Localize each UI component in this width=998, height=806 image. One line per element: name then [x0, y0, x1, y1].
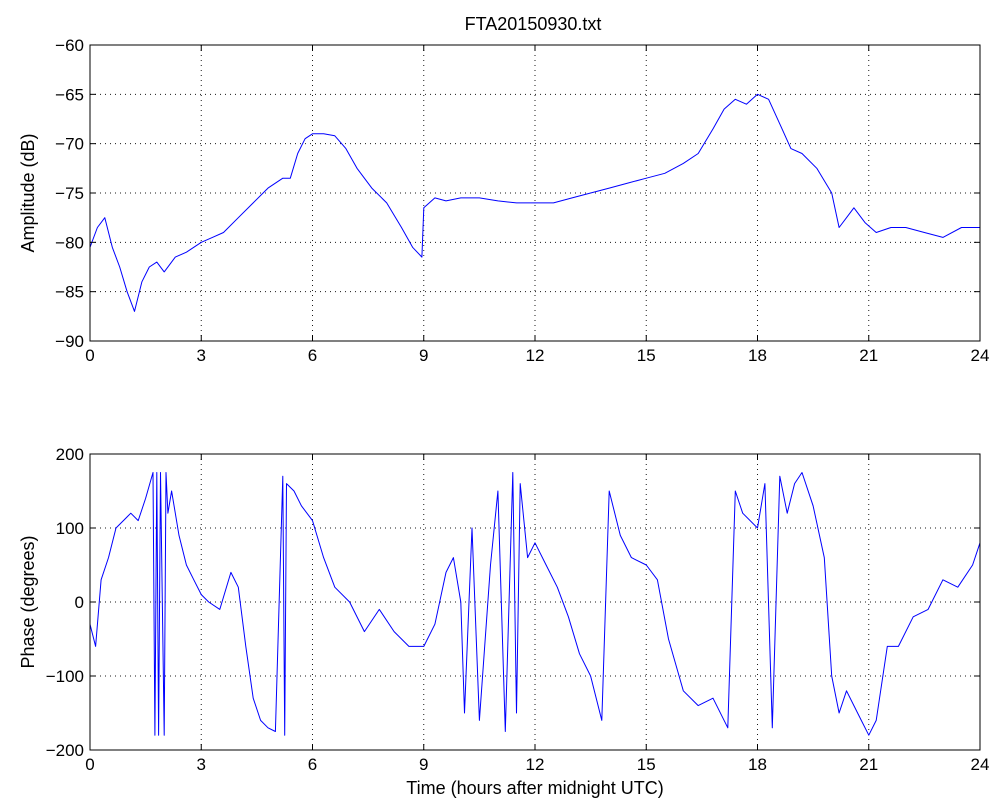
phase-x-tick-label-7: 21: [859, 755, 878, 774]
amplitude-x-tick-label-3: 9: [419, 346, 428, 365]
amplitude-x-tick-label-0: 0: [85, 346, 94, 365]
amplitude-y-tick-label-2: −80: [55, 233, 84, 252]
amplitude-y-tick-label-4: −70: [55, 135, 84, 154]
phase-x-tick-label-3: 9: [419, 755, 428, 774]
phase-y-tick-label-0: −200: [46, 741, 84, 760]
phase-y-axis-title: Phase (degrees): [18, 535, 38, 668]
phase-y-tick-label-4: 200: [56, 445, 84, 464]
amplitude-x-tick-label-6: 18: [748, 346, 767, 365]
amplitude-chart: 0 3 6 9 12 15 18 21 24 −90 −85 −80 −75 −70 −65 −60 Ampli…: [18, 36, 989, 365]
amplitude-x-tick-label-8: 24: [971, 346, 990, 365]
phase-x-tick-label-0: 0: [85, 755, 94, 774]
amplitude-y-tick-label-3: −75: [55, 184, 84, 203]
amplitude-x-tick-label-5: 15: [637, 346, 656, 365]
phase-y-tick-label-1: −100: [46, 667, 84, 686]
phase-x-tick-label-5: 15: [637, 755, 656, 774]
amplitude-y-tick-label-1: −85: [55, 283, 84, 302]
figure-title: FTA20150930.txt: [465, 14, 602, 34]
amplitude-y-tick-label-6: −60: [55, 36, 84, 55]
phase-series-line-0: [89, 472, 981, 736]
phase-x-tick-label-2: 6: [308, 755, 317, 774]
phase-x-tick-label-1: 3: [197, 755, 206, 774]
phase-x-tick-label-8: 24: [971, 755, 990, 774]
phase-chart: 0 3 6 9 12 15 18 21 24 −200 −100 0 100 200 Phase (degr…: [18, 445, 989, 798]
phase-x-tick-label-4: 12: [526, 755, 545, 774]
amplitude-y-tick-label-5: −65: [55, 85, 84, 104]
amplitude-x-tick-label-1: 3: [197, 346, 206, 365]
amplitude-y-axis-title: Amplitude (dB): [18, 133, 38, 252]
amplitude-y-tick-label-0: −90: [55, 332, 84, 351]
phase-x-axis-title: Time (hours after midnight UTC): [406, 778, 663, 798]
phase-y-tick-label-2: 0: [75, 593, 84, 612]
amplitude-x-tick-label-4: 12: [526, 346, 545, 365]
phase-x-tick-label-6: 18: [748, 755, 767, 774]
phase-y-tick-label-3: 100: [56, 519, 84, 538]
amplitude-x-tick-label-7: 21: [859, 346, 878, 365]
amplitude-series-line-0: [89, 93, 980, 312]
amplitude-x-tick-label-2: 6: [308, 346, 317, 365]
